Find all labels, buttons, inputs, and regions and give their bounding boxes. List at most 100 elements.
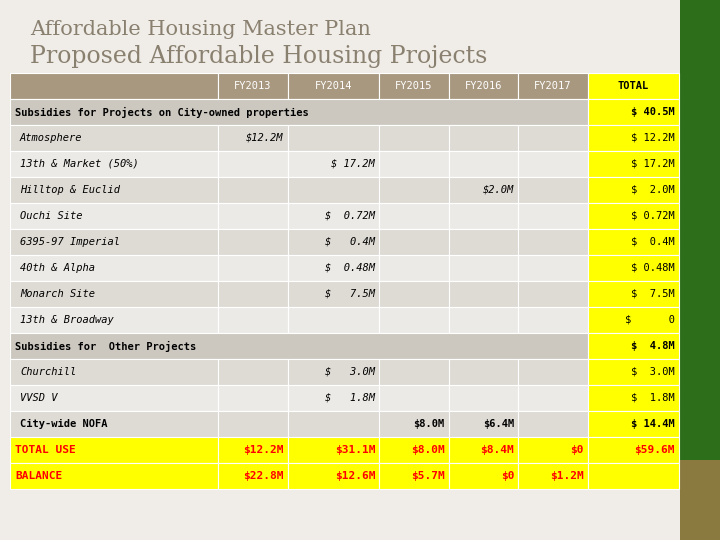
Text: $12.6M: $12.6M [335, 471, 375, 481]
Text: $   3.0M: $ 3.0M [325, 367, 375, 377]
Bar [10, 255, 218, 281]
Bar [288, 411, 379, 437]
Text: $  2.0M: $ 2.0M [631, 185, 675, 195]
Bar [218, 203, 288, 229]
Bar [518, 177, 588, 203]
Bar [588, 333, 679, 359]
Text: 6395-97 Imperial: 6395-97 Imperial [20, 237, 120, 247]
Bar [588, 463, 679, 489]
Bar [288, 73, 379, 99]
Bar [218, 385, 288, 411]
Bar [379, 177, 449, 203]
Text: Hilltop & Euclid: Hilltop & Euclid [20, 185, 120, 195]
Text: $  3.0M: $ 3.0M [631, 367, 675, 377]
Bar [288, 281, 379, 307]
Bar [449, 281, 518, 307]
Bar [588, 281, 679, 307]
Bar [588, 203, 679, 229]
Text: $   7.5M: $ 7.5M [325, 289, 375, 299]
Bar [588, 177, 679, 203]
Text: $      0: $ 0 [625, 315, 675, 325]
Bar [10, 99, 588, 125]
Bar [218, 411, 288, 437]
Bar [588, 411, 679, 437]
Bar [218, 281, 288, 307]
Text: FY2013: FY2013 [234, 81, 272, 91]
Bar [449, 203, 518, 229]
Text: $ 17.2M: $ 17.2M [331, 159, 375, 169]
Bar [10, 307, 218, 333]
Bar [518, 411, 588, 437]
Bar [588, 437, 679, 463]
Bar [379, 359, 449, 385]
Text: $  7.5M: $ 7.5M [631, 289, 675, 299]
Text: $ 0.48M: $ 0.48M [631, 263, 675, 273]
Bar [379, 229, 449, 255]
Text: FY2016: FY2016 [464, 81, 502, 91]
Text: $12.2M: $12.2M [246, 133, 284, 143]
Bar [518, 437, 588, 463]
Text: $ 14.4M: $ 14.4M [631, 419, 675, 429]
Text: Subsidies for Projects on City-owned properties: Subsidies for Projects on City-owned pro… [15, 106, 309, 118]
Text: $59.6M: $59.6M [634, 445, 675, 455]
Bar [218, 73, 288, 99]
Text: $5.7M: $5.7M [411, 471, 445, 481]
Bar [379, 463, 449, 489]
Bar [518, 125, 588, 151]
Bar [588, 255, 679, 281]
Text: $8.4M: $8.4M [480, 445, 514, 455]
Text: $12.2M: $12.2M [243, 445, 284, 455]
Bar [379, 307, 449, 333]
Text: BALANCE: BALANCE [15, 471, 62, 481]
Bar [288, 359, 379, 385]
Bar [288, 463, 379, 489]
Text: $ 0.72M: $ 0.72M [631, 211, 675, 221]
Bar [379, 437, 449, 463]
Bar [379, 255, 449, 281]
Text: FY2015: FY2015 [395, 81, 433, 91]
Bar [288, 385, 379, 411]
Bar [218, 151, 288, 177]
Bar [449, 229, 518, 255]
Text: $0: $0 [500, 471, 514, 481]
Text: Subsidies for  Other Projects: Subsidies for Other Projects [15, 341, 197, 352]
Bar [10, 177, 218, 203]
Bar [10, 437, 218, 463]
Text: $2.0M: $2.0M [483, 185, 514, 195]
Bar [588, 307, 679, 333]
Bar [449, 411, 518, 437]
Bar [218, 359, 288, 385]
Bar [449, 151, 518, 177]
Text: $ 40.5M: $ 40.5M [631, 107, 675, 117]
Bar [518, 255, 588, 281]
Bar [218, 125, 288, 151]
Bar [10, 73, 218, 99]
Text: $  0.72M: $ 0.72M [325, 211, 375, 221]
Bar [379, 281, 449, 307]
Bar [288, 437, 379, 463]
Bar [588, 229, 679, 255]
Bar [588, 359, 679, 385]
Text: Atmosphere: Atmosphere [20, 133, 83, 143]
Bar [588, 385, 679, 411]
Bar [288, 255, 379, 281]
Bar [288, 229, 379, 255]
Bar [10, 385, 218, 411]
Bar [518, 151, 588, 177]
Bar [10, 411, 218, 437]
Bar [288, 151, 379, 177]
Text: $0: $0 [570, 445, 584, 455]
Bar [449, 463, 518, 489]
Bar [449, 437, 518, 463]
Bar [680, 0, 720, 540]
Bar [10, 463, 218, 489]
Bar [588, 99, 679, 125]
Bar [518, 229, 588, 255]
Text: $8.0M: $8.0M [413, 419, 445, 429]
Bar [10, 281, 218, 307]
Bar [449, 177, 518, 203]
Bar [588, 73, 679, 99]
Bar [588, 125, 679, 151]
Bar [449, 359, 518, 385]
Text: 13th & Market (50%): 13th & Market (50%) [20, 159, 139, 169]
